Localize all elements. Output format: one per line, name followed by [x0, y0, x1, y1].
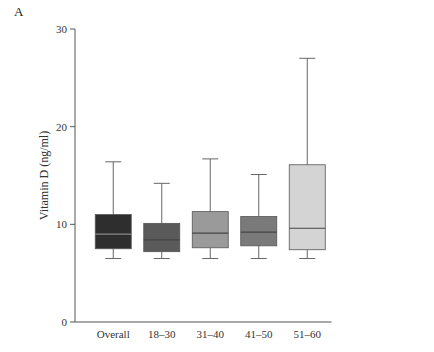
box: [95, 215, 131, 249]
box: [144, 223, 180, 251]
x-tick-label: 31–40: [197, 328, 225, 340]
lower-whisker: [113, 249, 114, 259]
box: [289, 165, 325, 250]
lower-whisker: [210, 248, 211, 259]
y-tick: [70, 29, 75, 30]
upper-whisker: [307, 58, 308, 164]
box: [192, 212, 228, 248]
y-tick-label: 30: [56, 23, 68, 35]
upper-whisker: [113, 162, 114, 215]
y-tick: [70, 224, 75, 225]
median-line: [192, 233, 228, 234]
upper-whisker: [258, 175, 259, 217]
y-tick-label: 20: [56, 121, 68, 133]
x-tick-label: 51–60: [294, 328, 322, 340]
lower-whisker: [307, 250, 308, 259]
median-line: [289, 228, 325, 229]
lower-whisker: [161, 252, 162, 259]
y-axis: [75, 29, 76, 322]
min-cap: [299, 258, 315, 259]
y-tick: [70, 322, 75, 323]
chart-container: A 0 10 20 30 Vitamin D (ng/ml) Overall 18–30 31–…: [0, 0, 434, 352]
lower-whisker: [258, 246, 259, 259]
x-axis: [75, 322, 332, 323]
min-cap: [154, 258, 170, 259]
max-cap: [154, 183, 170, 184]
max-cap: [251, 174, 267, 175]
y-tick-label: 0: [62, 316, 68, 328]
chart-svg: A 0 10 20 30 Vitamin D (ng/ml) Overall 18–30 31–…: [0, 0, 434, 352]
median-line: [144, 239, 180, 240]
median-line: [95, 234, 131, 235]
median-line: [241, 232, 277, 233]
y-axis-label: Vitamin D (ng/ml): [37, 131, 51, 220]
y-tick-label: 10: [56, 218, 68, 230]
y-tick: [70, 126, 75, 127]
box: [241, 217, 277, 246]
title: A: [14, 4, 24, 19]
min-cap: [251, 258, 267, 259]
x-tick-label: Overall: [97, 328, 130, 340]
min-cap: [105, 258, 121, 259]
upper-whisker: [161, 183, 162, 223]
max-cap: [202, 158, 218, 159]
min-cap: [202, 258, 218, 259]
max-cap: [299, 58, 315, 59]
x-tick-label: 41–50: [245, 328, 273, 340]
marks: [95, 58, 325, 258]
x-tick-label: 18–30: [148, 328, 176, 340]
max-cap: [105, 161, 121, 162]
upper-whisker: [210, 159, 211, 212]
